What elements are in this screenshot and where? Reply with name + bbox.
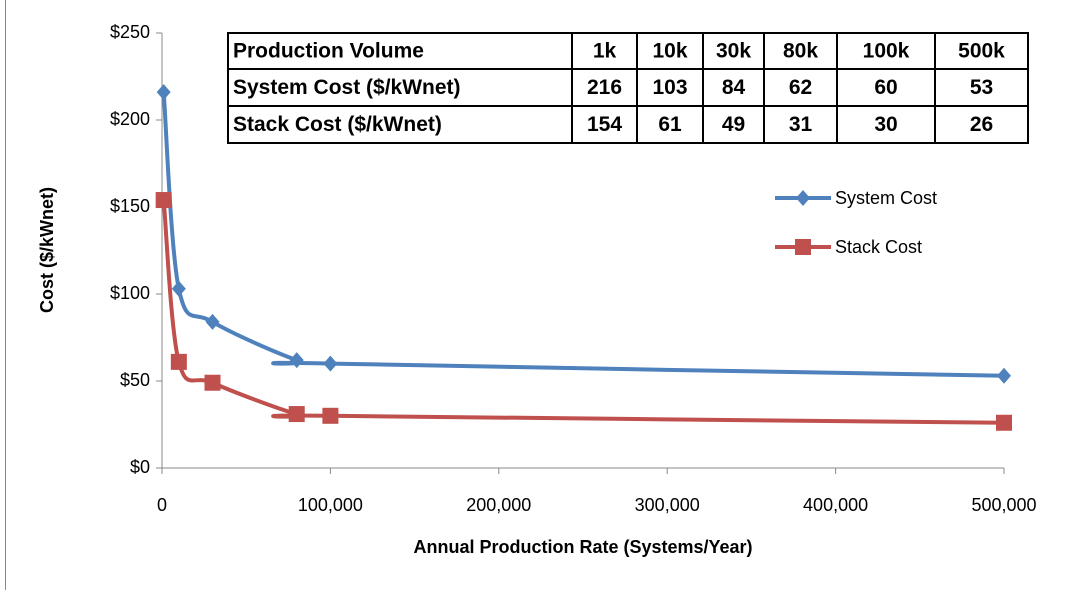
x-tick-label: 300,000	[635, 495, 700, 515]
table-row-label: System Cost ($/kWnet)	[233, 76, 461, 99]
table-cell: 216	[587, 76, 622, 99]
marker	[205, 313, 220, 330]
legend-marker	[795, 239, 811, 255]
x-tick-label: 400,000	[803, 495, 868, 515]
table-row-label: Stack Cost ($/kWnet)	[233, 113, 442, 136]
y-tick-label: $150	[110, 196, 150, 216]
table-cell: 61	[658, 113, 682, 136]
x-tick-label: 100,000	[298, 495, 363, 515]
table-cell: 62	[789, 76, 812, 99]
table-cell: 26	[970, 113, 993, 136]
y-tick-label: $100	[110, 283, 150, 303]
table-bg	[227, 32, 1029, 144]
table-cell: 30	[874, 113, 897, 136]
marker	[155, 192, 172, 209]
x-axis-label: Annual Production Rate (Systems/Year)	[413, 537, 752, 557]
table-column-header: 100k	[863, 40, 910, 63]
x-tick-label: 0	[157, 495, 167, 515]
table-header: Production Volume	[233, 40, 424, 63]
legend-label: Stack Cost	[835, 237, 922, 257]
table-cell: 60	[874, 76, 897, 99]
y-tick-label: $250	[110, 22, 150, 42]
y-tick-label: $200	[110, 109, 150, 129]
marker	[170, 353, 187, 370]
table-column-header: 80k	[783, 40, 818, 63]
series-line	[161, 199, 1005, 425]
table-column-header: 30k	[716, 40, 751, 63]
y-tick-label: $50	[120, 370, 150, 390]
table-cell: 49	[722, 113, 745, 136]
y-axis-label: Cost ($/kWnet)	[37, 187, 57, 313]
table-column-header: 500k	[958, 40, 1005, 63]
table-column-header: 1k	[593, 40, 617, 63]
table-cell: 103	[652, 76, 687, 99]
table-cell: 31	[789, 113, 813, 136]
table-cell: 84	[722, 76, 746, 99]
y-tick-label: $0	[130, 457, 150, 477]
marker	[288, 406, 305, 423]
marker	[997, 367, 1011, 384]
table-cell: 53	[970, 76, 993, 99]
marker	[322, 407, 339, 424]
x-tick-label: 200,000	[466, 495, 531, 515]
marker	[323, 355, 338, 372]
legend-label: System Cost	[835, 188, 937, 208]
table-column-header: 10k	[652, 40, 687, 63]
marker	[996, 414, 1012, 431]
legend-marker	[796, 190, 810, 206]
x-tick-label: 500,000	[971, 495, 1036, 515]
marker	[171, 280, 186, 297]
table-cell: 154	[587, 113, 622, 136]
marker	[156, 84, 171, 101]
marker	[289, 352, 304, 369]
marker	[204, 374, 221, 391]
